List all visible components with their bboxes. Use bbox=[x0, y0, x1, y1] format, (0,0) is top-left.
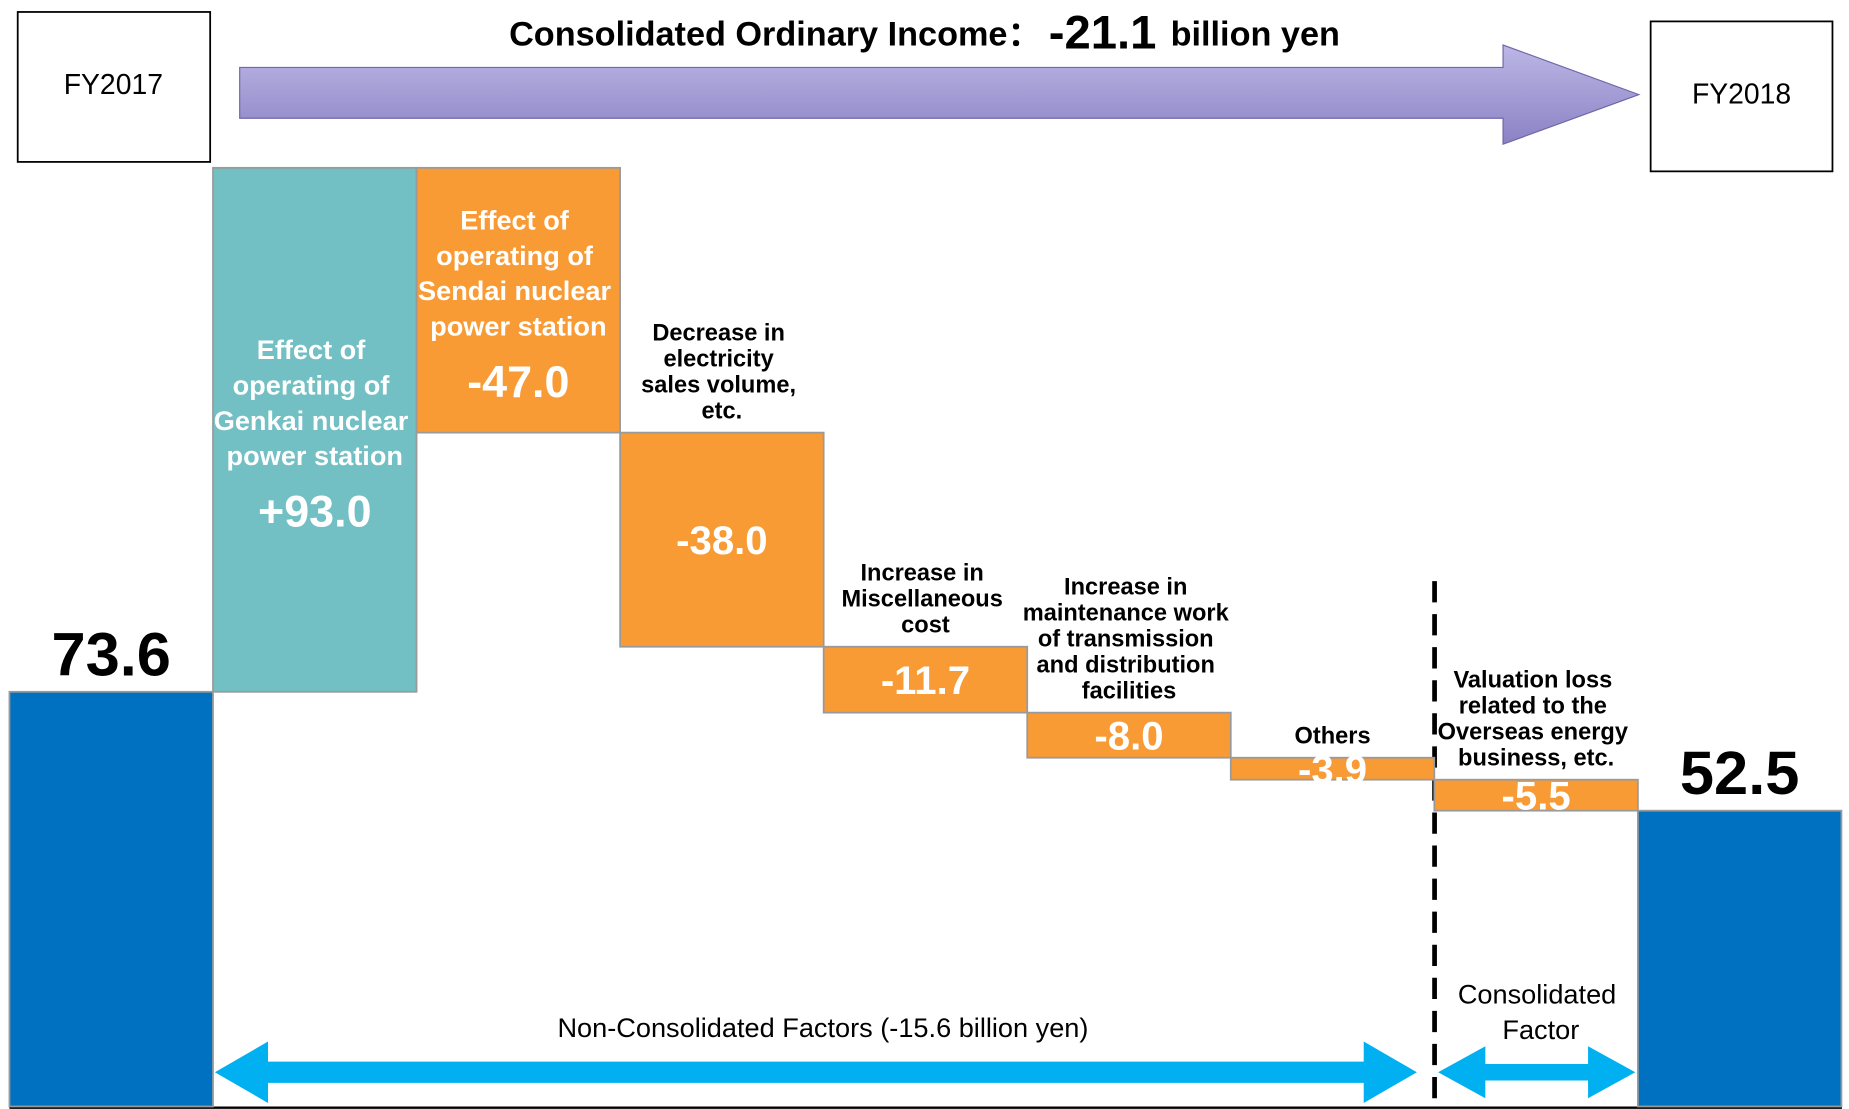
bar bbox=[1433, 778, 1639, 812]
category-label: Effect of operating of Genkai nuclear po… bbox=[214, 334, 416, 471]
title-value: -21.1 bbox=[1049, 7, 1157, 60]
value-label: -47.0 bbox=[467, 356, 569, 407]
bar bbox=[8, 690, 214, 1108]
category-label: FY2018 bbox=[1692, 78, 1791, 110]
bar bbox=[822, 645, 1029, 714]
value-label: 52.5 bbox=[1680, 739, 1799, 808]
category-label: Increase in Miscellaneous cost bbox=[841, 561, 1009, 639]
bar bbox=[415, 166, 621, 434]
title-text: Consolidated Ordinary Income： bbox=[509, 16, 1042, 54]
end-box bbox=[1649, 20, 1834, 173]
category-label: Valuation loss related to the Overseas e… bbox=[1438, 668, 1635, 772]
category-label: FY2017 bbox=[64, 69, 163, 101]
start-box bbox=[16, 11, 212, 163]
bar bbox=[1637, 809, 1843, 1108]
category-label: Others bbox=[1295, 724, 1371, 750]
bar bbox=[212, 166, 418, 693]
category-label: Effect of operating of Sendai nuclear po… bbox=[418, 204, 619, 341]
bar bbox=[1026, 711, 1232, 759]
value-label: +93.0 bbox=[258, 486, 372, 537]
value-label: -3.9 bbox=[1298, 747, 1367, 792]
value-label: -38.0 bbox=[676, 518, 767, 563]
bar bbox=[619, 431, 825, 648]
category-label: Increase in maintenance work of transmis… bbox=[1023, 575, 1236, 705]
value-label: 73.6 bbox=[51, 620, 170, 689]
value-label: -11.7 bbox=[881, 658, 970, 703]
chart-title: Consolidated Ordinary Income： -21.1 billio… bbox=[509, 7, 1340, 60]
change-arrow bbox=[239, 44, 1641, 146]
value-label: -8.0 bbox=[1094, 713, 1163, 758]
bar bbox=[1229, 756, 1436, 781]
category-label: Decrease in electricity sales volume, et… bbox=[641, 321, 802, 425]
group-label: Non-Consolidated Factors (-15.6 billion … bbox=[557, 1012, 1088, 1043]
group-arrow bbox=[1438, 1046, 1636, 1099]
group-label: Consolidated Factor bbox=[1458, 979, 1624, 1045]
group-arrow bbox=[214, 1041, 1417, 1103]
value-label: -5.5 bbox=[1502, 773, 1571, 818]
title-unit: billion yen bbox=[1171, 16, 1340, 54]
